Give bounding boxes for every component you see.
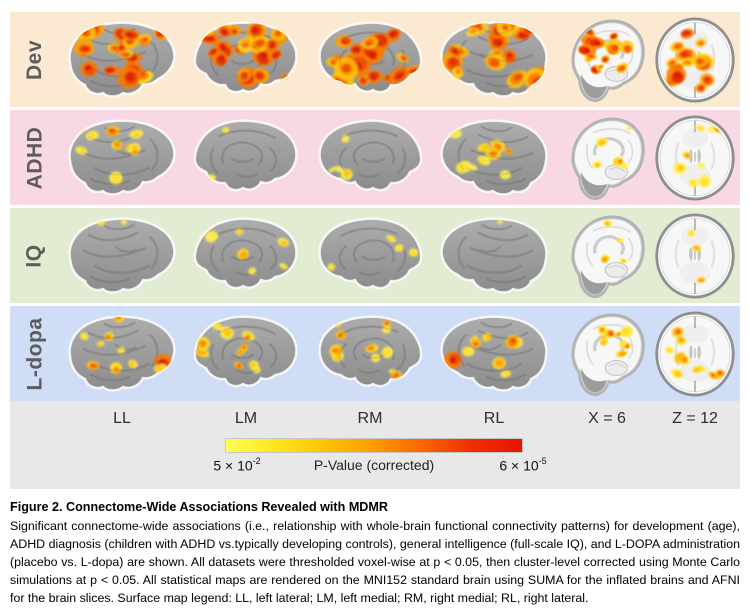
col-label-lm: LM [234,410,258,427]
brain-surface-rl [433,116,555,200]
row-label-ldopa: L-dopa [10,306,60,401]
brain-surface-lm [185,116,307,200]
brain-surface-rl [433,214,555,298]
brain-surface-ll [61,214,183,298]
row-adhd: ADHD [10,110,740,205]
row-label-text: Dev [23,39,46,80]
brain-slice-axial [652,16,738,104]
row-label-text: L-dopa [23,317,47,390]
row-ldopa: L-dopa [10,306,740,401]
row-label-dev: Dev [10,12,60,107]
spacer [556,410,564,428]
row-label-adhd: ADHD [10,110,60,205]
brain-surface-rl [433,18,555,102]
figure-caption: Figure 2. Connectome-Wide Associations R… [10,500,740,608]
brain-surface-rm [309,214,431,298]
col-label-ll: LL [113,410,131,427]
brain-slice-axial [652,114,738,202]
brain-surface-lm [185,312,307,396]
brain-surface-ll [61,18,183,102]
figure-2-panel: Dev ADHD IQ [10,12,740,489]
brain-surface-ll [61,312,183,396]
pvalue-colorbar [225,438,523,453]
row-label-iq: IQ [10,208,60,303]
brain-slice-sagittal [567,212,647,300]
caption-body: Significant connectome-wide associations… [10,519,740,605]
brain-slice-axial [652,212,738,300]
brain-slice-sagittal [567,114,647,202]
brain-slice-axial [652,310,738,398]
brain-surface-rl [433,312,555,396]
brain-surface-rm [309,18,431,102]
row-label-text: ADHD [23,126,47,189]
brain-surface-lm [185,18,307,102]
brain-slice-sagittal [567,16,647,104]
row-label-text: IQ [22,243,46,268]
brain-surface-rm [309,312,431,396]
row-dev: Dev [10,12,740,107]
caption-title: Figure 2. Connectome-Wide Associations R… [10,500,388,514]
col-label-z12: Z = 12 [672,410,718,427]
legend-footer: LL LM RM RL X = 6 Z = 12 5 × 10-2 P-Valu… [10,401,740,489]
colorbar-title: P-Value (corrected) [313,457,435,473]
column-labels: LL LM RM RL X = 6 Z = 12 [10,401,740,428]
brain-slice-sagittal [567,310,647,398]
brain-surface-lm [185,214,307,298]
colorbar-min-value: 5 × 10-2 [213,456,261,474]
spacer [10,410,60,428]
row-iq: IQ [10,208,740,303]
brain-surface-rm [309,116,431,200]
col-label-x6: X = 6 [588,410,626,427]
colorbar-labels: 5 × 10-2 P-Value (corrected) 6 × 10-5 [213,456,546,477]
col-label-rl: RL [483,410,505,427]
col-label-rm: RM [357,410,383,427]
brain-surface-ll [61,116,183,200]
colorbar-max-value: 6 × 10-5 [499,456,547,474]
